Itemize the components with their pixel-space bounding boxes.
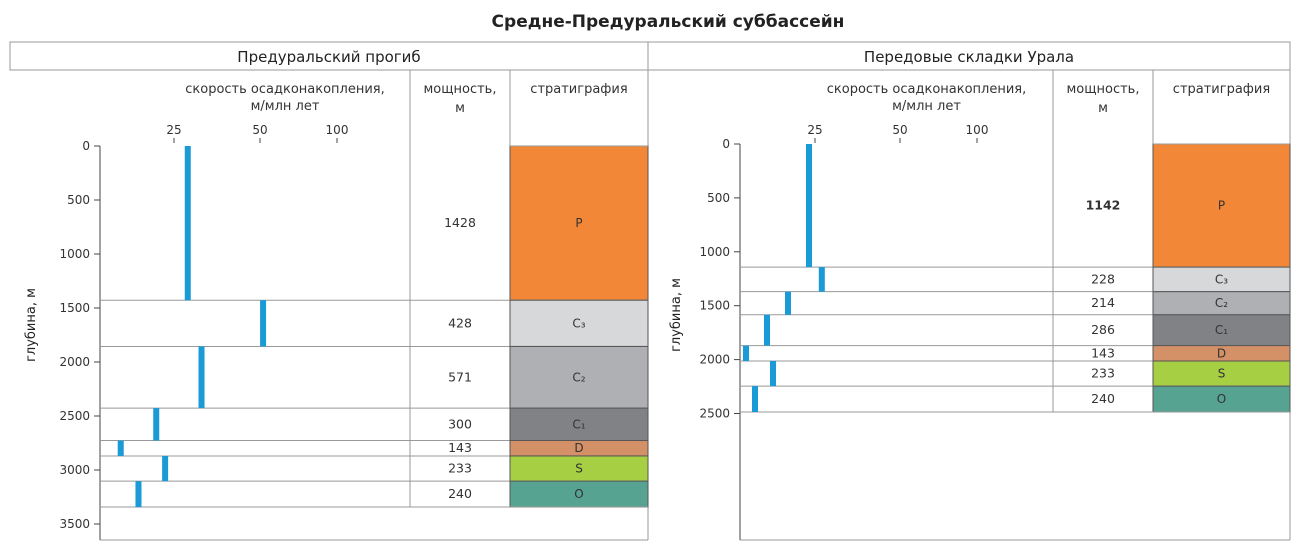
depth-tick-label: 3000	[59, 463, 90, 477]
rate-header-line1: скорость осадконакопления,	[185, 82, 385, 97]
strat-label-O: O	[1217, 392, 1226, 406]
panel-ural-foothills: Передовые складки Урала скорость осадкона…	[647, 41, 1291, 541]
thickness-value: 571	[448, 369, 472, 384]
rate-header-line1: скорость осадконакопления,	[827, 82, 1027, 97]
depth-tick-label: 3500	[59, 517, 90, 531]
rate-bar-C3	[260, 300, 267, 347]
strat-box-S	[1152, 360, 1291, 387]
depth-tick-label: 2000	[59, 355, 90, 369]
stratigraphy-header: стратиграфия	[1173, 82, 1270, 97]
rate-bar-C2	[785, 291, 791, 315]
rate-tick-label: 25	[166, 123, 181, 137]
thickness-value: 1142	[1086, 198, 1121, 213]
rate-bar-P	[806, 144, 812, 268]
rate-bar-P	[184, 146, 191, 301]
depth-tick-label: 2500	[59, 409, 90, 423]
strat-label-C3: C₃	[572, 316, 585, 330]
thickness-value: 240	[1091, 391, 1115, 406]
rate-tick-label: 100	[966, 123, 989, 137]
rate-bar-D	[117, 440, 124, 456]
thickness-header-line1: мощность,	[424, 82, 497, 97]
strat-box-C2	[509, 345, 649, 409]
depth-tick-label: 1000	[59, 247, 90, 261]
depth-tick-label: 2000	[699, 353, 730, 367]
strat-box-P	[509, 145, 649, 301]
strat-label-C1: C₁	[1215, 323, 1228, 337]
figure-title: Средне-Предуральский суббассейн	[492, 12, 845, 32]
depth-axis-label: глубина, м	[24, 288, 39, 362]
strat-label-P: P	[1218, 199, 1225, 213]
rate-bar-O	[752, 386, 758, 412]
strat-label-C1: C₁	[572, 417, 585, 431]
rate-bar-C1	[153, 408, 160, 441]
rate-header-line2: м/млн лет	[251, 99, 320, 114]
strat-label-O: O	[574, 487, 583, 501]
strat-box-O	[509, 480, 649, 508]
strat-box-C3	[509, 299, 649, 347]
thickness-value: 300	[448, 416, 472, 431]
strat-label-C2: C₂	[572, 370, 585, 384]
panel-uralian-foredeep: Предуральский прогиб скорость осадконакоп…	[9, 41, 649, 541]
rate-tick-label: 100	[326, 123, 349, 137]
thickness-value: 233	[448, 461, 472, 476]
stratigraphy-header: стратиграфия	[530, 82, 627, 97]
depth-tick-label: 0	[82, 139, 90, 153]
depth-axis-label: глубина, м	[669, 278, 684, 352]
rate-bar-C2	[198, 346, 205, 409]
rate-bar-C3	[818, 267, 825, 292]
rate-tick-label: 50	[252, 123, 267, 137]
rate-header-line2: м/млн лет	[892, 99, 961, 114]
strat-label-S: S	[575, 462, 583, 476]
strat-label-C2: C₂	[1215, 296, 1228, 310]
panel-title: Передовые складки Урала	[864, 48, 1074, 66]
strat-label-C3: C₃	[1215, 272, 1228, 286]
rate-bar-O	[135, 481, 142, 508]
strat-label-P: P	[575, 216, 582, 230]
panel-title: Предуральский прогиб	[237, 48, 420, 66]
strat-label-D: D	[574, 441, 583, 455]
rate-bar-D	[743, 345, 749, 362]
depth-tick-label: 1500	[59, 301, 90, 315]
rate-tick-label: 25	[807, 123, 822, 137]
thickness-value: 1428	[444, 215, 476, 230]
thickness-value: 286	[1091, 322, 1115, 337]
thickness-header-line2: м	[1098, 101, 1108, 116]
strat-label-D: D	[1217, 346, 1226, 360]
rate-bar-C1	[764, 314, 770, 346]
thickness-value: 428	[448, 315, 472, 330]
depth-tick-label: 0	[722, 137, 730, 151]
strat-label-S: S	[1218, 367, 1226, 381]
thickness-header-line2: м	[455, 101, 465, 116]
panel-header-box	[647, 41, 1291, 71]
thickness-value: 214	[1091, 295, 1115, 310]
rate-bar-S	[770, 361, 776, 387]
thickness-value: 143	[1091, 345, 1115, 360]
rate-tick-label: 50	[892, 123, 907, 137]
thickness-value: 233	[1091, 366, 1115, 381]
depth-tick-label: 1000	[699, 245, 730, 259]
strat-box-C3	[1152, 266, 1291, 293]
strat-box-P	[1152, 143, 1291, 268]
thickness-value: 228	[1091, 271, 1115, 286]
depth-tick-label: 500	[67, 193, 90, 207]
depth-tick-label: 500	[707, 191, 730, 205]
depth-tick-label: 1500	[699, 299, 730, 313]
depth-tick-label: 2500	[699, 407, 730, 421]
thickness-value: 143	[448, 440, 472, 455]
rate-bar-S	[162, 455, 169, 482]
thickness-value: 240	[448, 486, 472, 501]
thickness-header-line1: мощность,	[1067, 82, 1140, 97]
